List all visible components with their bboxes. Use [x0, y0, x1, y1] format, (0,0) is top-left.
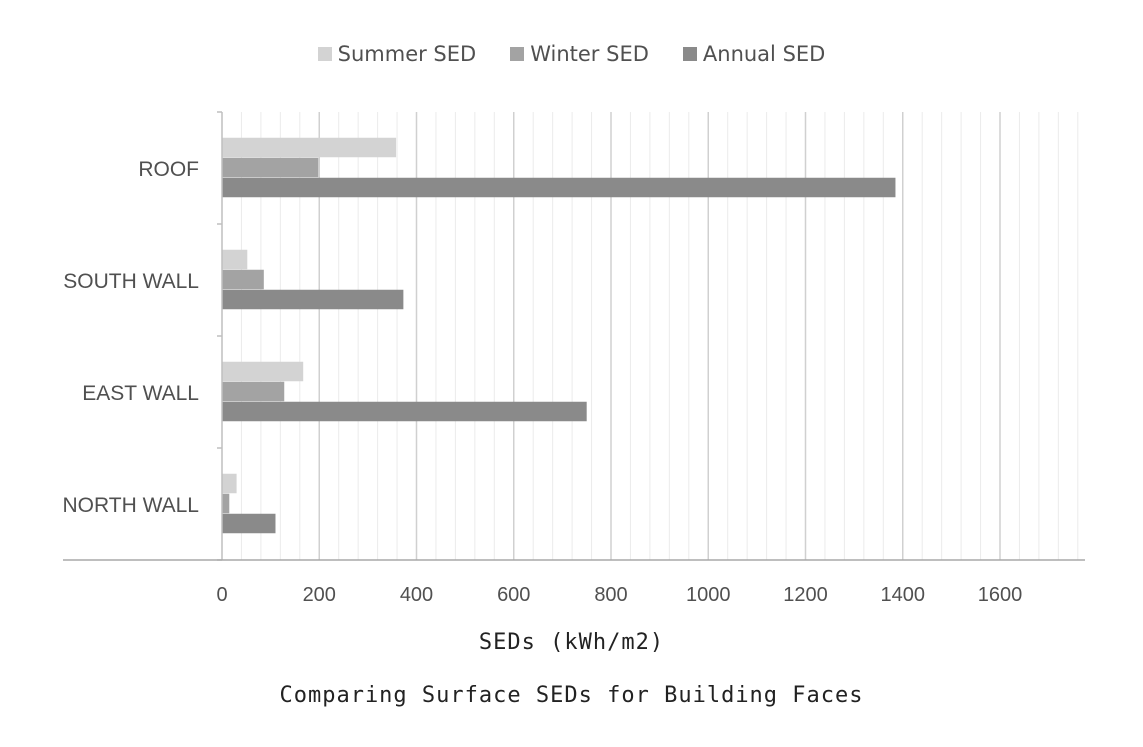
x-tick-label: 400 — [400, 584, 433, 606]
legend-item-summer: Summer SED — [317, 42, 477, 66]
legend-label-annual: Annual SED — [702, 42, 826, 66]
legend-item-annual: Annual SED — [682, 42, 826, 66]
y-tick-label: NORTH WALL — [62, 494, 199, 517]
bar-annual-east-wall — [222, 401, 587, 422]
y-tick-label: ROOF — [138, 158, 199, 181]
y-tick-label: SOUTH WALL — [63, 270, 199, 293]
legend-label-winter: Winter SED — [530, 42, 649, 66]
legend-item-winter: Winter SED — [510, 42, 649, 66]
bars-group — [222, 137, 896, 534]
legend-swatch-summer — [317, 47, 332, 61]
chart-title: Comparing Surface SEDs for Building Face… — [279, 683, 864, 708]
bar-winter-roof — [222, 157, 319, 178]
bar-annual-north-wall — [222, 513, 276, 534]
bar-winter-north-wall — [222, 493, 230, 514]
legend-swatch-annual — [682, 47, 697, 61]
x-tick-label: 1200 — [783, 584, 828, 606]
bar-summer-north-wall — [222, 473, 237, 494]
x-tick-label: 0 — [216, 584, 227, 606]
y-tick-label: EAST WALL — [82, 382, 199, 405]
bar-annual-roof — [222, 177, 896, 198]
x-tick-label: 600 — [497, 584, 530, 606]
bar-summer-east-wall — [222, 361, 304, 382]
legend-label-summer: Summer SED — [337, 42, 477, 66]
bar-summer-south-wall — [222, 249, 248, 270]
chart-legend: Summer SED Winter SED Annual SED — [0, 42, 1143, 66]
x-tick-label: 1000 — [686, 584, 731, 606]
axes-group: ROOF SOUTH WALL EAST WALL NORTH WALL 0 200 400… — [62, 111, 1085, 606]
x-tick-label: 200 — [303, 584, 336, 606]
bar-summer-roof — [222, 137, 397, 158]
legend-swatch-winter — [510, 47, 525, 61]
bar-annual-south-wall — [222, 289, 404, 310]
x-tick-label: 800 — [594, 584, 627, 606]
x-axis-label: SEDs (kWh/m2) — [478, 630, 665, 655]
bar-winter-south-wall — [222, 269, 264, 290]
x-tick-label: 1600 — [978, 584, 1023, 606]
grid-lines — [240, 112, 1079, 560]
x-tick-label: 1400 — [881, 584, 926, 606]
bar-winter-east-wall — [222, 381, 285, 402]
